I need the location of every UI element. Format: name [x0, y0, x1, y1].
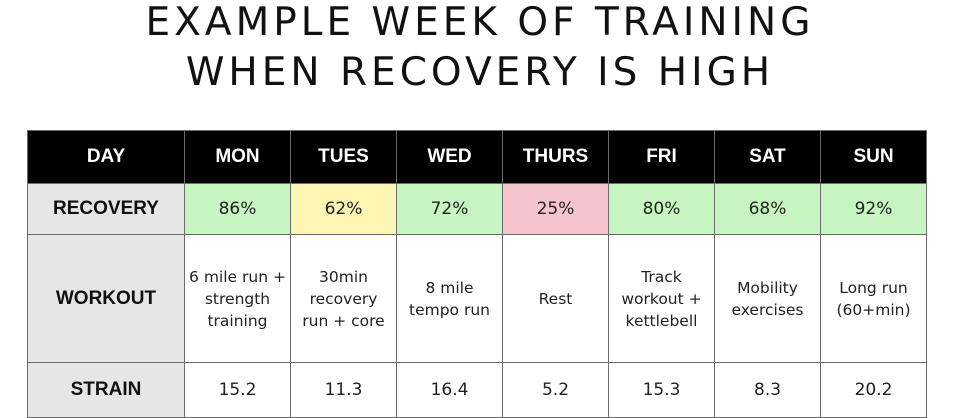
workout-fri: Track workout + kettlebell — [608, 234, 715, 363]
workout-mon: 6 mile run + strength training — [184, 234, 291, 363]
recovery-thurs: 25% — [502, 183, 609, 235]
header-sun: SUN — [820, 130, 927, 184]
header-tues: TUES — [290, 130, 397, 184]
workout-sun: Long run (60+min) — [820, 234, 927, 363]
strain-wed: 16.4 — [396, 362, 503, 418]
header-fri: FRI — [608, 130, 715, 184]
page-title: EXAMPLE WEEK OF TRAINING WHEN RECOVERY I… — [0, 0, 960, 96]
training-table: DAY MON TUES WED THURS FRI SAT SUN RECOV… — [27, 130, 927, 418]
header-wed: WED — [396, 130, 503, 184]
strain-sun: 20.2 — [820, 362, 927, 418]
recovery-sun: 92% — [820, 183, 927, 235]
header-row: DAY MON TUES WED THURS FRI SAT SUN — [27, 130, 927, 184]
title-line-2: WHEN RECOVERY IS HIGH — [185, 50, 775, 95]
workout-sat: Mobility exercises — [714, 234, 821, 363]
strain-row: STRAIN 15.2 11.3 16.4 5.2 15.3 8.3 20.2 — [27, 362, 927, 418]
header-thurs: THURS — [502, 130, 609, 184]
workout-label: WORKOUT — [27, 234, 185, 363]
header-mon: MON — [184, 130, 291, 184]
title-line-1: EXAMPLE WEEK OF TRAINING — [145, 0, 815, 45]
workout-wed: 8 mile tempo run — [396, 234, 503, 363]
recovery-row: RECOVERY 86% 62% 72% 25% 80% 68% 92% — [27, 183, 927, 235]
strain-mon: 15.2 — [184, 362, 291, 418]
strain-label: STRAIN — [27, 362, 185, 418]
header-sat: SAT — [714, 130, 821, 184]
workout-tues: 30min recovery run + core — [290, 234, 397, 363]
header-day: DAY — [27, 130, 185, 184]
strain-thurs: 5.2 — [502, 362, 609, 418]
strain-fri: 15.3 — [608, 362, 715, 418]
workout-thurs: Rest — [502, 234, 609, 363]
workout-row: WORKOUT 6 mile run + strength training 3… — [27, 234, 927, 363]
recovery-mon: 86% — [184, 183, 291, 235]
recovery-fri: 80% — [608, 183, 715, 235]
recovery-sat: 68% — [714, 183, 821, 235]
recovery-wed: 72% — [396, 183, 503, 235]
strain-sat: 8.3 — [714, 362, 821, 418]
recovery-tues: 62% — [290, 183, 397, 235]
recovery-label: RECOVERY — [27, 183, 185, 235]
strain-tues: 11.3 — [290, 362, 397, 418]
